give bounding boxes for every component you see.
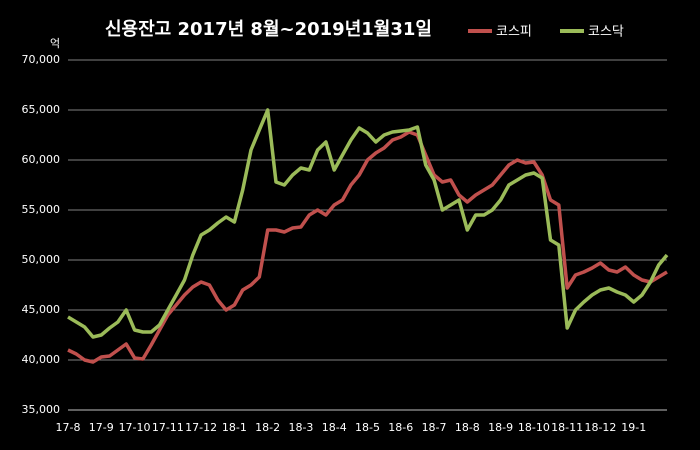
x-tick-label: 18-3 <box>288 421 313 434</box>
x-tick-label: 18-1 <box>222 421 247 434</box>
y-tick-label: 70,000 <box>22 53 61 66</box>
y-tick-label: 60,000 <box>22 153 61 166</box>
x-tick-label: 18-2 <box>255 421 280 434</box>
x-tick-label: 17-9 <box>89 421 114 434</box>
y-tick-label: 40,000 <box>22 353 61 366</box>
legend-label: 코스피 <box>496 25 532 40</box>
y-tick-label: 45,000 <box>22 303 61 316</box>
y-unit: 억 <box>50 37 60 50</box>
series-line <box>67 108 669 339</box>
x-tick-label: 18-10 <box>518 421 550 434</box>
y-tick-label: 55,000 <box>22 203 61 216</box>
x-tick-label: 18-6 <box>388 421 413 434</box>
y-tick-label: 50,000 <box>22 253 61 266</box>
x-tick-label: 17-11 <box>152 421 184 434</box>
x-tick-label: 18-7 <box>422 421 447 434</box>
x-tick-label: 18-9 <box>488 421 513 434</box>
chart-title: 신용잔고 2017년 8월~2019년1월31일 <box>105 19 432 40</box>
y-tick-label: 35,000 <box>22 403 61 416</box>
series-line <box>67 130 668 364</box>
x-tick-label: 18-5 <box>355 421 380 434</box>
x-tick-label: 19-1 <box>621 421 646 434</box>
x-tick-label: 18-8 <box>455 421 480 434</box>
x-tick-label: 18-11 <box>551 421 583 434</box>
legend-label: 코스닥 <box>588 25 624 40</box>
x-tick-label: 18-4 <box>322 421 347 434</box>
x-tick-label: 17-12 <box>185 421 217 434</box>
x-tick-label: 17-10 <box>119 421 151 434</box>
x-tick-label: 18-12 <box>584 421 616 434</box>
x-tick-label: 17-8 <box>56 421 81 434</box>
y-tick-label: 65,000 <box>22 103 61 116</box>
